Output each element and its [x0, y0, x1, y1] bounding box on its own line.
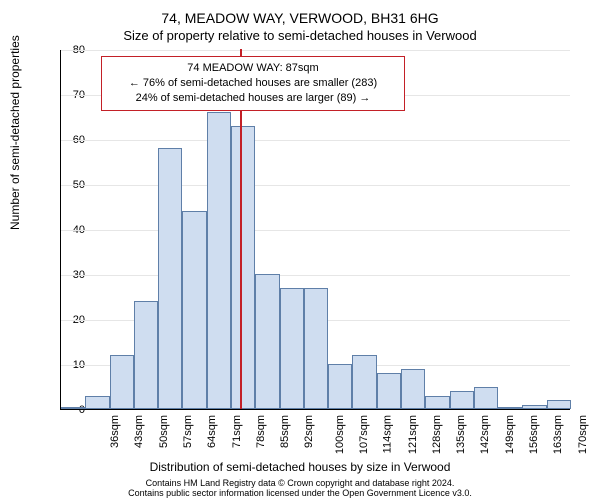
histogram-bar — [450, 391, 474, 409]
x-tick-label: 121sqm — [407, 415, 419, 454]
x-tick-label: 50sqm — [158, 415, 170, 448]
x-tick-label: 142sqm — [480, 415, 492, 454]
chart-subtitle: Size of property relative to semi-detach… — [0, 28, 600, 43]
histogram-bar — [85, 396, 109, 410]
annotation-line-smaller: ← 76% of semi-detached houses are smalle… — [108, 76, 398, 91]
footer-line2: Contains public sector information licen… — [128, 488, 472, 498]
x-tick-label: 100sqm — [334, 415, 346, 454]
x-tick-label: 107sqm — [358, 415, 370, 454]
x-tick-label: 78sqm — [255, 415, 267, 448]
gridline — [61, 50, 570, 51]
x-tick-label: 92sqm — [303, 415, 315, 448]
histogram-bar — [231, 126, 255, 410]
gridline — [61, 275, 570, 276]
histogram-bar — [352, 355, 376, 409]
x-tick-label: 170sqm — [577, 415, 589, 454]
x-axis-title: Distribution of semi-detached houses by … — [0, 460, 600, 474]
histogram-bar — [110, 355, 134, 409]
annotation-title: 74 MEADOW WAY: 87sqm — [108, 61, 398, 76]
x-tick-label: 71sqm — [231, 415, 243, 448]
annotation-box: 74 MEADOW WAY: 87sqm ← 76% of semi-detac… — [101, 56, 405, 111]
histogram-bar — [522, 405, 546, 410]
y-axis-title: Number of semi-detached properties — [8, 35, 22, 230]
x-tick-label: 156sqm — [528, 415, 540, 454]
gridline — [61, 185, 570, 186]
x-tick-label: 163sqm — [552, 415, 564, 454]
x-tick-label: 64sqm — [206, 415, 218, 448]
gridline — [61, 230, 570, 231]
plot-area: 74 MEADOW WAY: 87sqm ← 76% of semi-detac… — [60, 50, 570, 410]
histogram-bar — [158, 148, 182, 409]
histogram-bar — [498, 407, 522, 409]
histogram-bar — [134, 301, 158, 409]
histogram-bar — [255, 274, 279, 409]
histogram-bar — [425, 396, 449, 410]
histogram-bar — [401, 369, 425, 410]
gridline — [61, 140, 570, 141]
chart-title: 74, MEADOW WAY, VERWOOD, BH31 6HG — [0, 10, 600, 26]
histogram-bar — [207, 112, 231, 409]
histogram-bar — [61, 407, 85, 409]
histogram-bar — [182, 211, 206, 409]
x-tick-label: 57sqm — [182, 415, 194, 448]
x-tick-label: 36sqm — [109, 415, 121, 448]
histogram-bar — [328, 364, 352, 409]
x-tick-label: 85sqm — [279, 415, 291, 448]
x-tick-label: 135sqm — [455, 415, 467, 454]
histogram-bar — [280, 288, 304, 410]
chart-container: 74, MEADOW WAY, VERWOOD, BH31 6HG Size o… — [0, 0, 600, 500]
x-tick-label: 149sqm — [504, 415, 516, 454]
histogram-bar — [547, 400, 571, 409]
histogram-bar — [304, 288, 328, 410]
histogram-bar — [377, 373, 401, 409]
x-tick-label: 128sqm — [431, 415, 443, 454]
x-tick-label: 43sqm — [133, 415, 145, 448]
histogram-bar — [474, 387, 498, 410]
chart-footer: Contains HM Land Registry data © Crown c… — [0, 478, 600, 498]
y-tick-label: 0 — [55, 404, 85, 416]
annotation-line-larger: 24% of semi-detached houses are larger (… — [108, 91, 398, 106]
x-tick-label: 114sqm — [382, 415, 394, 453]
footer-line1: Contains HM Land Registry data © Crown c… — [146, 478, 455, 488]
